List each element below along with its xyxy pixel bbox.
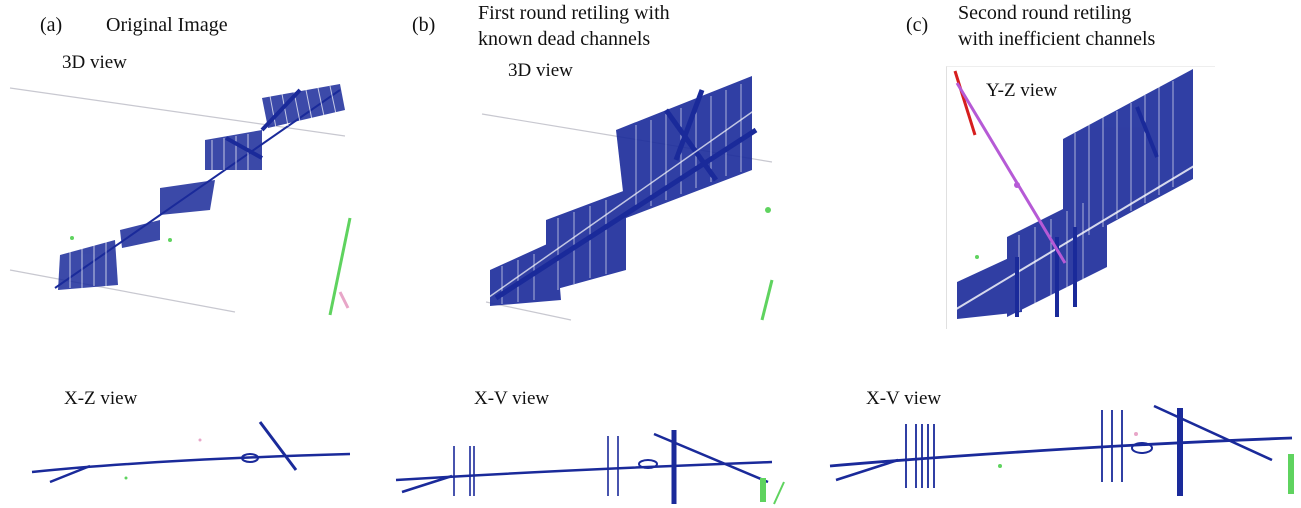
panel-c-yz-image: [946, 66, 1215, 329]
panel-a-letter: (a): [40, 14, 63, 36]
panel-c-bottom-view-label: X-V view: [866, 388, 942, 409]
panel-c-letter: (c): [906, 14, 929, 36]
panel-c-title-line2: with inefficient channels: [958, 28, 1156, 50]
panel-a-top-view-label: 3D view: [62, 52, 127, 73]
panel-c-title-line1: Second round retiling: [958, 2, 1132, 24]
panel-b-title-line1: First round retiling with: [478, 2, 670, 24]
panel-b-3d-image: [476, 70, 776, 330]
panel-c-top-view-label: Y-Z view: [986, 80, 1058, 101]
panel-b-xv-image: [392, 420, 790, 506]
panel-b-title-line2: known dead channels: [478, 28, 651, 50]
panel-a-xz-image: [30, 420, 360, 490]
panel-b-letter: (b): [412, 14, 436, 36]
panel-b-bottom-view-label: X-V view: [474, 388, 550, 409]
panel-a-3d-image: [0, 70, 360, 330]
panel-a-bottom-view-label: X-Z view: [64, 388, 138, 409]
panel-c-xv-image: [826, 404, 1296, 500]
panel-a-title: Original Image: [106, 14, 228, 36]
panel-b-top-view-label: 3D view: [508, 60, 573, 81]
